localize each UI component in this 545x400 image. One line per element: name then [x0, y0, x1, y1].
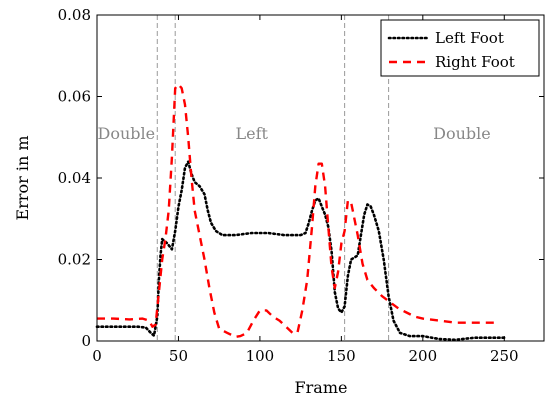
- series-line-right-foot: [97, 83, 497, 339]
- y-tick-label: 0.08: [58, 6, 91, 24]
- series-lines: [95, 83, 506, 342]
- phase-labels: Double Left Double: [98, 124, 491, 143]
- legend-box: [380, 19, 540, 77]
- tick-labels: 0 50 100 150 200 250 0 0.02 0.04 0.06 0.08: [58, 6, 519, 365]
- x-tick-label: 50: [169, 347, 188, 365]
- y-tick-label: 0: [81, 332, 91, 350]
- phase-label-0: Double: [98, 124, 156, 143]
- phase-label-1: Left: [236, 124, 269, 143]
- x-tick-label: 200: [408, 347, 437, 365]
- y-tick-label: 0.04: [58, 169, 91, 187]
- x-tick-label: 250: [490, 347, 519, 365]
- phase-boundary-lines: [156, 15, 390, 341]
- legend-label-right-foot: Right Foot: [435, 53, 515, 71]
- x-tick-label: 0: [92, 347, 102, 365]
- y-tick-label: 0.06: [58, 88, 91, 106]
- phase-label-2: Double: [433, 124, 491, 143]
- legend: Left Foot Right Foot: [380, 19, 540, 77]
- legend-label-left-foot: Left Foot: [435, 29, 504, 47]
- x-tick-label: 100: [246, 347, 275, 365]
- y-tick-label: 0.02: [58, 251, 91, 269]
- y-axis-title: Error in m: [13, 135, 32, 220]
- axis-ticks: [96, 14, 544, 342]
- x-tick-label: 150: [327, 347, 356, 365]
- x-axis-title: Frame: [295, 378, 348, 397]
